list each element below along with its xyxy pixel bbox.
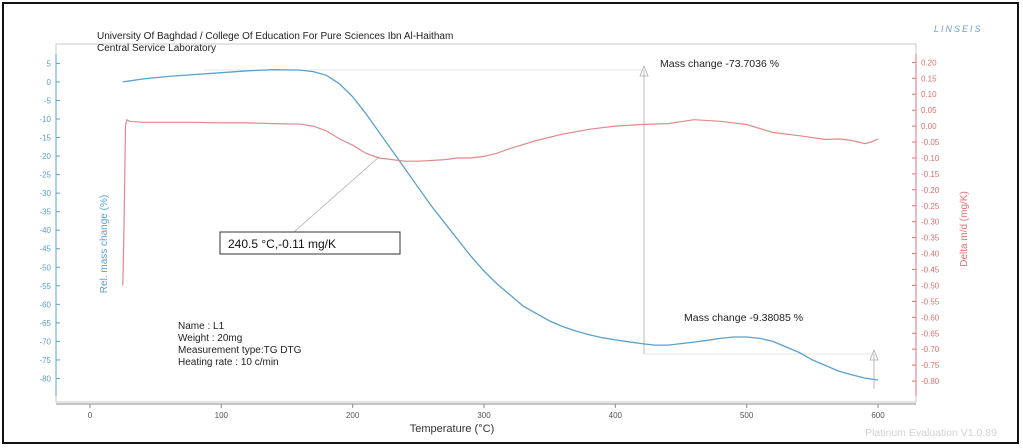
y2-tick-label: -0.25 xyxy=(921,202,940,211)
y2-tick-label: -0.45 xyxy=(921,266,940,275)
y-tick-label: -30 xyxy=(39,189,51,198)
y2-tick-label: -0.10 xyxy=(921,154,940,163)
y-tick-label: -25 xyxy=(39,171,51,180)
y2-tick-label: -0.35 xyxy=(921,234,940,243)
y-tick-label: -70 xyxy=(39,337,51,346)
y2-tick-label: -0.05 xyxy=(921,138,940,147)
series-line-dtg xyxy=(122,118,879,286)
y2-tick-label: -0.50 xyxy=(921,281,940,290)
y-tick-label: -75 xyxy=(39,356,51,365)
mass-change-label-1: Mass change -73.7036 % xyxy=(660,58,779,70)
x-ticks: 0 100 200 300 400 500 600 xyxy=(88,404,885,420)
y2-tick-label: -0.40 xyxy=(921,250,940,259)
y-tick-label: -45 xyxy=(39,245,51,254)
y2-tick-label: -0.20 xyxy=(921,186,940,195)
tg-dtg-chart: 0 100 200 300 400 500 600 5 0 -5 -10 -15 -20 -25 -30 -… xyxy=(39,24,997,439)
x-tick-label: 300 xyxy=(477,411,491,420)
y2-tick-label: -0.80 xyxy=(921,377,940,386)
y2-tick-label: -0.15 xyxy=(921,170,940,179)
peak-annotation-label: 240.5 °C,-0.11 mg/K xyxy=(228,237,336,251)
linseis-logo: LINSEIS xyxy=(934,24,983,34)
x-tick-label: 200 xyxy=(346,411,360,420)
y2-tick-label: -0.65 xyxy=(921,329,940,338)
info-name: Name : L1 xyxy=(178,321,225,332)
y2-axis-label: Delta m/d (mg/K) xyxy=(959,191,970,267)
info-heating-rate: Heating rate : 10 c/min xyxy=(178,357,279,368)
y2-tick-label: -0.60 xyxy=(921,313,940,322)
info-weight: Weight : 20mg xyxy=(178,333,242,344)
y-tick-label: -20 xyxy=(39,152,51,161)
series-line-tg xyxy=(122,69,879,381)
mass-change-label-2: Mass change -9.38085 % xyxy=(684,312,803,324)
y-tick-label: -10 xyxy=(39,115,51,124)
y-tick-label: -50 xyxy=(39,263,51,272)
x-tick-label: 600 xyxy=(871,411,885,420)
header-line-1: University Of Baghdad / College Of Educa… xyxy=(97,31,453,42)
info-measurement: Measurement type:TG DTG xyxy=(178,345,302,356)
y2-ticks: 0.20 0.15 0.10 0.05 0.00 -0.05 -0.10 -0.15 -0.20… xyxy=(912,58,940,386)
y-tick-label: -15 xyxy=(39,134,51,143)
arrow-up-icon-2 xyxy=(869,348,879,361)
x-tick-label: 100 xyxy=(215,411,229,420)
watermark: Platinum Evaluation V1.0.89 xyxy=(865,427,997,439)
y-ticks: 5 0 -5 -10 -15 -20 -25 -30 -35 -40 -45 -50 -55 -60 -65… xyxy=(39,59,60,383)
peak-pointer xyxy=(293,156,380,233)
y-tick-label: -80 xyxy=(39,374,51,383)
y2-tick-label: -0.75 xyxy=(921,361,940,370)
y-axis-label: Rel. mass change (%) xyxy=(99,195,110,293)
y-tick-label: -60 xyxy=(39,300,51,309)
y-tick-label: 5 xyxy=(47,59,52,68)
y-tick-label: 0 xyxy=(47,78,52,87)
y-tick-label: -65 xyxy=(39,319,51,328)
arrow-up-icon xyxy=(639,64,649,77)
x-tick-label: 0 xyxy=(88,411,93,420)
y2-tick-label: 0.15 xyxy=(921,74,937,83)
y2-tick-label: 0.00 xyxy=(921,122,937,131)
y2-tick-label: -0.55 xyxy=(921,297,940,306)
y2-tick-label: 0.05 xyxy=(921,106,937,115)
peak-annotation-box xyxy=(219,231,401,255)
y-tick-label: -35 xyxy=(39,208,51,217)
y-tick-label: -40 xyxy=(39,226,51,235)
y-tick-label: -5 xyxy=(44,96,52,105)
y2-tick-label: 0.10 xyxy=(921,90,937,99)
x-axis-label: Temperature (°C) xyxy=(410,423,494,435)
y-tick-label: -55 xyxy=(39,282,51,291)
header-line-2: Central Service Laboratory xyxy=(97,43,216,54)
x-tick-label: 500 xyxy=(740,411,754,420)
y2-tick-label: 0.20 xyxy=(921,58,937,67)
y2-tick-label: -0.70 xyxy=(921,345,940,354)
x-tick-label: 400 xyxy=(609,411,623,420)
y2-tick-label: -0.30 xyxy=(921,218,940,227)
